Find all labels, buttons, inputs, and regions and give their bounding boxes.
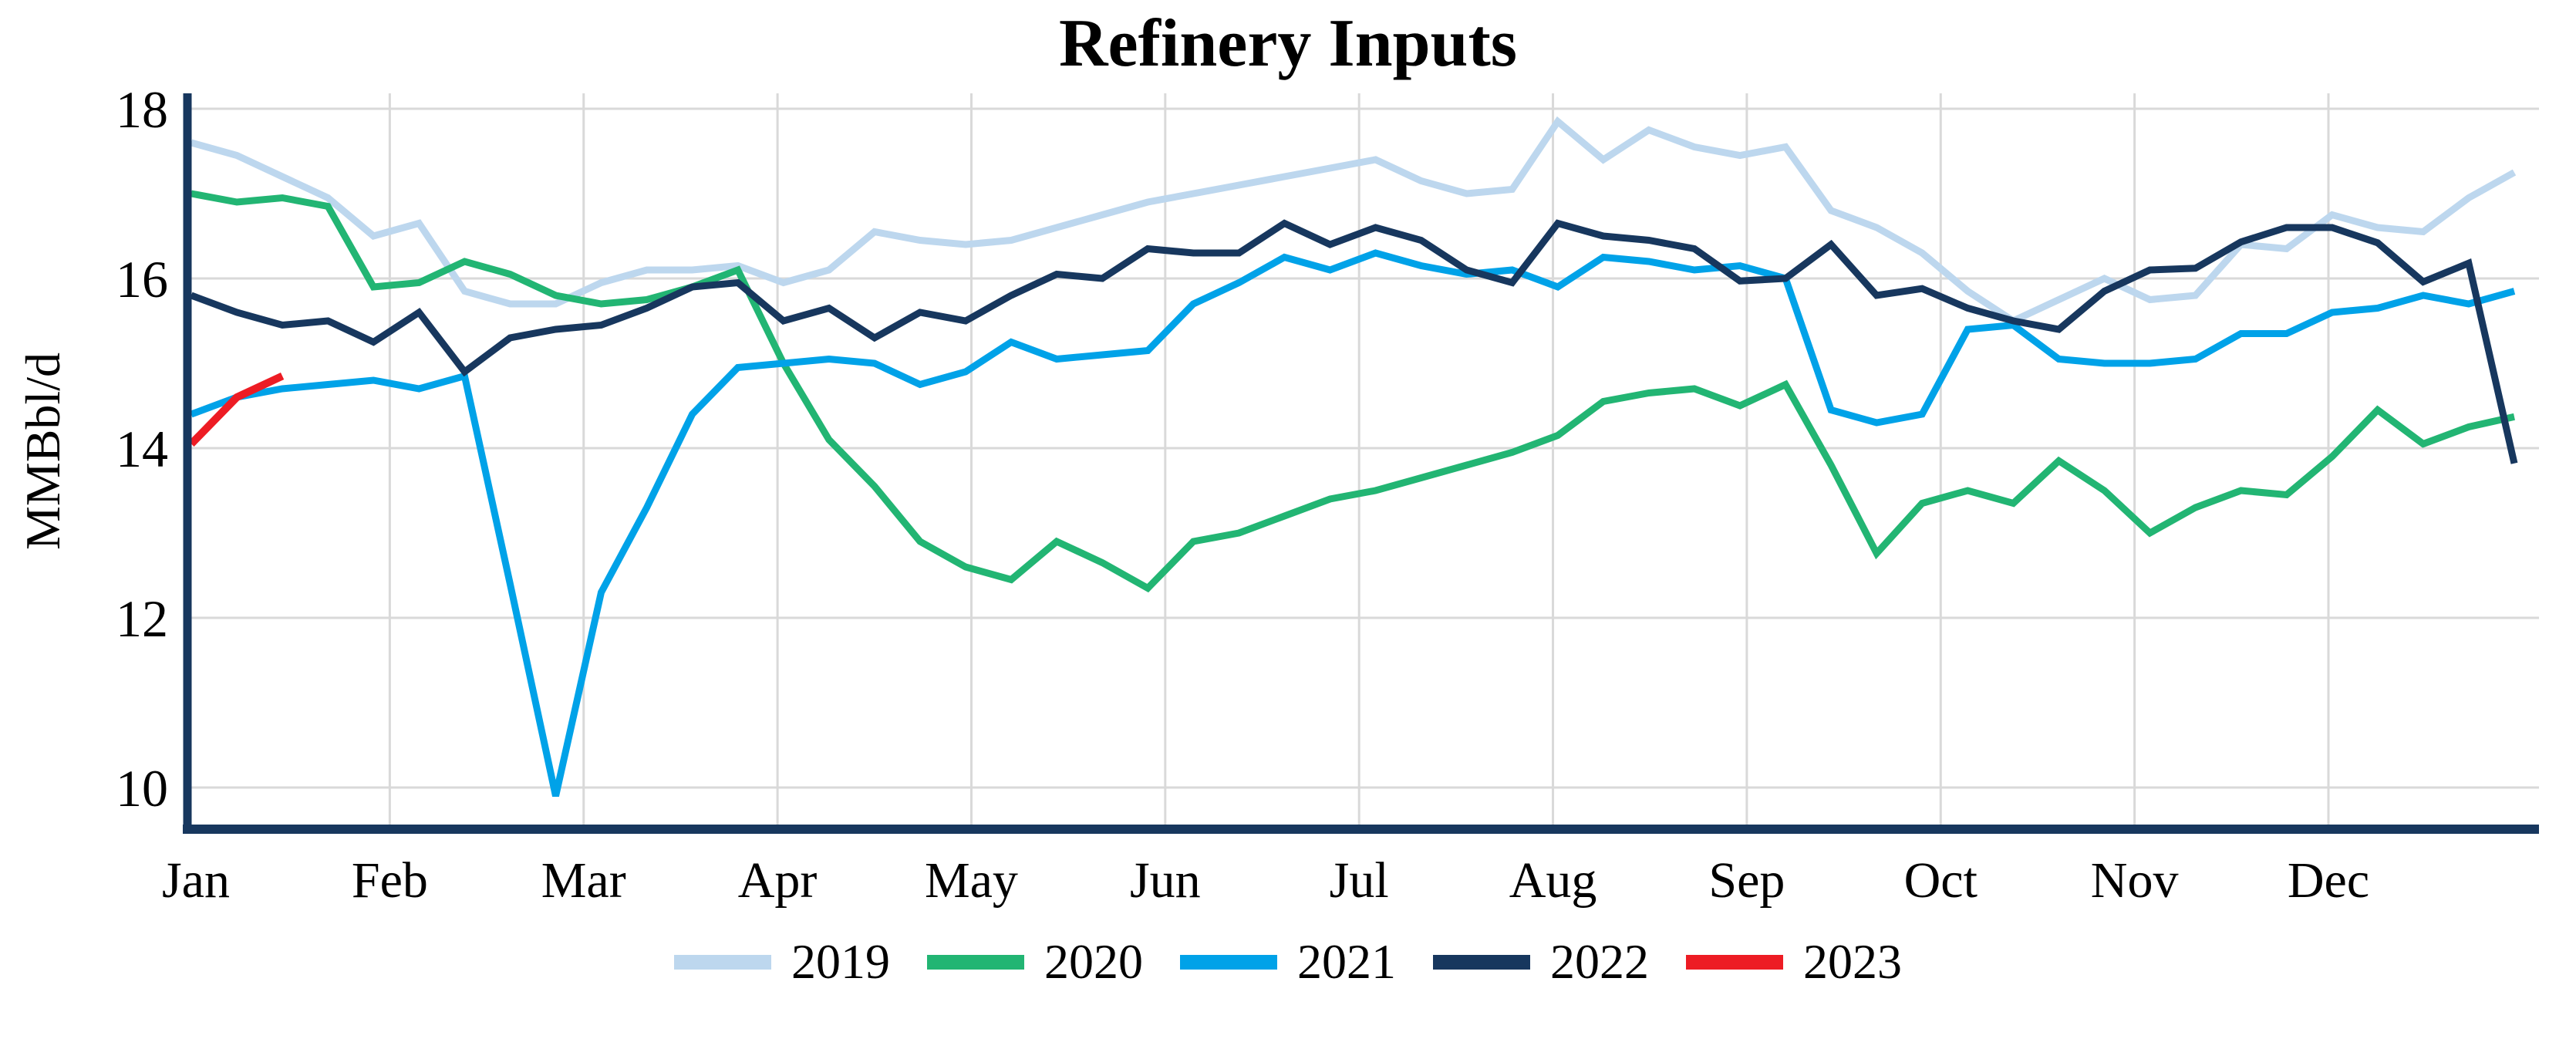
x-tick-label-sep: Sep [1708,852,1785,909]
legend-item-2022: 2022 [1433,937,1649,987]
legend-label-2021: 2021 [1297,934,1396,989]
y-tick-label-18: 18 [116,80,168,139]
x-tick-label-apr: Apr [738,852,818,909]
x-tick-label-jan: Jan [162,852,230,909]
x-tick-label-oct: Oct [1904,852,1978,909]
legend-label-2019: 2019 [791,934,890,989]
legend-swatch-2023 [1686,954,1783,970]
legend-item-2021: 2021 [1180,937,1396,987]
y-tick-label-12: 12 [116,589,168,648]
x-tick-label-jul: Jul [1330,852,1389,909]
x-tick-label-jun: Jun [1130,852,1201,909]
x-tick-label-dec: Dec [2288,852,2369,909]
legend-item-2020: 2020 [927,937,1143,987]
series-line-2022 [190,219,2518,464]
series-line-2020 [191,190,2515,593]
legend-label-2023: 2023 [1803,934,1902,989]
legend-item-2023: 2023 [1686,937,1902,987]
y-tick-label-16: 16 [116,250,168,309]
x-tick-label-mar: Mar [541,852,626,909]
x-tick-label-feb: Feb [352,852,428,909]
x-tick-label-may: May [925,852,1018,909]
x-tick-label-nov: Nov [2091,852,2179,909]
x-tick-label-aug: Aug [1509,852,1597,909]
legend-label-2022: 2022 [1550,934,1649,989]
legend: 2019 2020 2021 2022 2023 [0,937,2576,987]
y-tick-label-10: 10 [116,759,168,818]
legend-swatch-2021 [1180,954,1277,970]
legend-label-2020: 2020 [1044,934,1143,989]
legend-swatch-2022 [1433,954,1530,970]
series-line-2023 [188,372,285,447]
chart-title: Refinery Inputs [1058,6,1518,81]
legend-item-2019: 2019 [674,937,890,987]
y-tick-label-14: 14 [116,420,168,478]
legend-swatch-2020 [927,954,1024,970]
series-line-2019 [190,116,2517,325]
legend-swatch-2019 [674,954,771,970]
series-line-2021 [190,249,2516,797]
